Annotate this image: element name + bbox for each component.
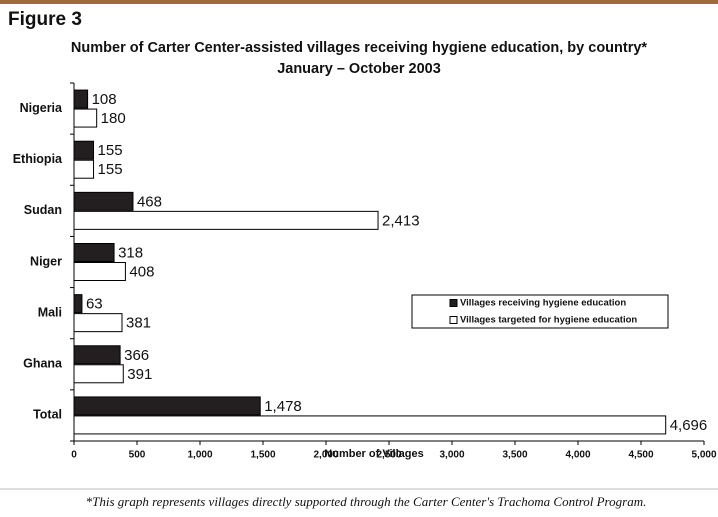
- x-tick-label: 1,000: [187, 450, 212, 461]
- x-tick-label: 3,000: [439, 450, 464, 461]
- legend-swatch: [449, 299, 458, 307]
- value-label: 155: [98, 142, 123, 159]
- value-label: 63: [86, 296, 103, 313]
- x-tick-label: 5,000: [691, 450, 716, 461]
- bar: [73, 294, 83, 314]
- bar: [73, 159, 95, 179]
- x-tick-label: 2,500: [376, 450, 401, 461]
- bar: [73, 262, 126, 281]
- value-label: 468: [137, 193, 162, 210]
- top-rule: [0, 0, 718, 4]
- x-tick-label: 1,500: [250, 450, 275, 461]
- bar: [73, 140, 95, 160]
- bar: [73, 108, 98, 128]
- value-label: 391: [127, 366, 152, 383]
- x-axis-label: Number of Villages: [324, 448, 423, 460]
- x-tick-label: 0: [71, 450, 77, 461]
- y-tick-label: Mali: [38, 305, 62, 319]
- value-label: 180: [101, 110, 126, 127]
- figure-label: Figure 3: [8, 9, 82, 30]
- bar: [73, 345, 121, 365]
- value-label: 381: [126, 315, 151, 332]
- x-tick-label: 2,000: [313, 450, 338, 461]
- value-label: 108: [92, 91, 117, 108]
- bar: [73, 243, 115, 262]
- x-tick-label: 4,500: [628, 450, 653, 461]
- bar: [73, 89, 89, 109]
- y-tick-label: Sudan: [24, 203, 62, 217]
- y-tick-label: Ethiopia: [13, 152, 63, 166]
- value-label: 2,413: [382, 212, 420, 229]
- legend-label: Villages receiving hygiene education: [460, 298, 626, 309]
- legend-label: Villages targeted for hygiene education: [460, 315, 637, 326]
- value-label: 155: [98, 161, 123, 178]
- bar: [73, 415, 667, 435]
- y-tick-label: Total: [33, 408, 62, 422]
- legend-swatch: [449, 316, 458, 324]
- value-label: 318: [118, 244, 143, 261]
- x-tick-label: 3,500: [502, 450, 527, 461]
- value-label: 366: [124, 347, 149, 364]
- value-label: 408: [129, 263, 154, 280]
- value-label: 4,696: [670, 417, 708, 434]
- bar: [73, 364, 124, 384]
- x-tick-label: 500: [129, 450, 146, 461]
- bar: [73, 191, 134, 211]
- bar: [73, 313, 123, 333]
- x-tick-label: 4,000: [565, 450, 590, 461]
- bar: [73, 396, 261, 416]
- footnote: *This graph represents villages directly…: [86, 494, 647, 509]
- value-label: 1,478: [264, 398, 302, 415]
- y-tick-label: Niger: [30, 254, 62, 268]
- chart-subtitle: January – October 2003: [277, 61, 441, 77]
- chart-title: Number of Carter Center-assisted village…: [71, 40, 647, 56]
- y-tick-label: Nigeria: [20, 101, 63, 115]
- bar: [73, 210, 379, 230]
- y-tick-label: Ghana: [23, 357, 63, 371]
